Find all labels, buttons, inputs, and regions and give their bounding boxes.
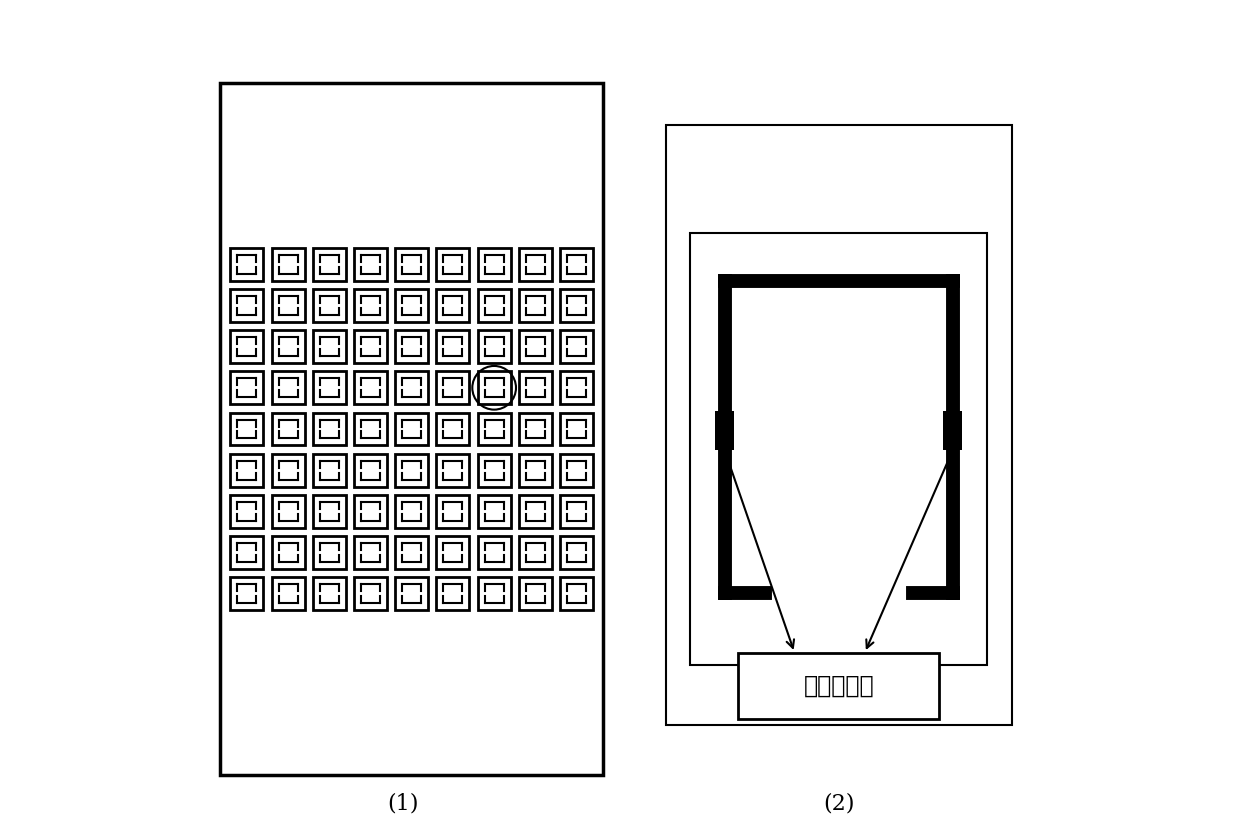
Bar bbox=[518, 495, 552, 528]
Bar bbox=[396, 454, 428, 486]
Bar bbox=[560, 247, 593, 281]
Bar bbox=[312, 372, 346, 404]
Bar bbox=[477, 454, 511, 486]
Bar bbox=[944, 412, 962, 450]
Bar bbox=[436, 495, 470, 528]
Bar bbox=[666, 125, 1012, 725]
Bar bbox=[477, 372, 511, 404]
Text: (2): (2) bbox=[823, 793, 854, 815]
Bar bbox=[396, 247, 428, 281]
Bar bbox=[518, 289, 552, 322]
Bar bbox=[518, 577, 552, 611]
Bar bbox=[355, 330, 387, 363]
Bar bbox=[355, 577, 387, 611]
Bar bbox=[272, 577, 305, 611]
Bar bbox=[518, 330, 552, 363]
Bar bbox=[715, 412, 734, 450]
Bar bbox=[477, 247, 511, 281]
Bar bbox=[272, 536, 305, 569]
Bar bbox=[436, 577, 470, 611]
Bar bbox=[560, 577, 593, 611]
Bar bbox=[518, 536, 552, 569]
Bar bbox=[312, 577, 346, 611]
Bar bbox=[272, 289, 305, 322]
Bar bbox=[231, 372, 263, 404]
Bar bbox=[560, 330, 593, 363]
Bar bbox=[518, 372, 552, 404]
Bar bbox=[560, 495, 593, 528]
Bar bbox=[312, 412, 346, 446]
Bar bbox=[477, 330, 511, 363]
Bar bbox=[518, 247, 552, 281]
Bar bbox=[312, 330, 346, 363]
Bar bbox=[231, 330, 263, 363]
Bar bbox=[436, 454, 470, 486]
Bar bbox=[312, 495, 346, 528]
Bar bbox=[738, 653, 939, 719]
Bar bbox=[355, 289, 387, 322]
Bar bbox=[355, 536, 387, 569]
Text: (1): (1) bbox=[388, 793, 419, 815]
Bar bbox=[436, 372, 470, 404]
Bar bbox=[231, 577, 263, 611]
Bar bbox=[312, 289, 346, 322]
Bar bbox=[355, 412, 387, 446]
Bar bbox=[312, 454, 346, 486]
Bar bbox=[436, 536, 470, 569]
Bar bbox=[477, 495, 511, 528]
Bar bbox=[272, 330, 305, 363]
Bar bbox=[355, 495, 387, 528]
Bar bbox=[560, 372, 593, 404]
Bar bbox=[272, 495, 305, 528]
Bar bbox=[477, 412, 511, 446]
Bar bbox=[272, 454, 305, 486]
Bar bbox=[396, 289, 428, 322]
Bar bbox=[231, 495, 263, 528]
Bar bbox=[560, 289, 593, 322]
Text: 变容二极管: 变容二极管 bbox=[804, 674, 874, 698]
Bar bbox=[231, 247, 263, 281]
Bar bbox=[355, 454, 387, 486]
Bar bbox=[436, 289, 470, 322]
Bar bbox=[355, 372, 387, 404]
Bar bbox=[231, 289, 263, 322]
Bar bbox=[312, 536, 346, 569]
Bar bbox=[272, 247, 305, 281]
Bar bbox=[396, 536, 428, 569]
Bar bbox=[477, 536, 511, 569]
Bar bbox=[396, 412, 428, 446]
Bar bbox=[560, 536, 593, 569]
Bar bbox=[477, 577, 511, 611]
Bar bbox=[396, 577, 428, 611]
Bar bbox=[272, 372, 305, 404]
Bar bbox=[231, 536, 263, 569]
Bar bbox=[231, 454, 263, 486]
Bar bbox=[436, 330, 470, 363]
Bar bbox=[221, 83, 604, 775]
Bar bbox=[689, 233, 987, 665]
Bar bbox=[518, 454, 552, 486]
Bar bbox=[477, 289, 511, 322]
Bar bbox=[396, 372, 428, 404]
Bar bbox=[518, 412, 552, 446]
Bar bbox=[560, 412, 593, 446]
Bar bbox=[560, 454, 593, 486]
Bar bbox=[396, 495, 428, 528]
Bar bbox=[355, 247, 387, 281]
Bar bbox=[396, 330, 428, 363]
Bar bbox=[312, 247, 346, 281]
Bar bbox=[436, 412, 470, 446]
Bar bbox=[436, 247, 470, 281]
Bar bbox=[231, 412, 263, 446]
Bar bbox=[272, 412, 305, 446]
